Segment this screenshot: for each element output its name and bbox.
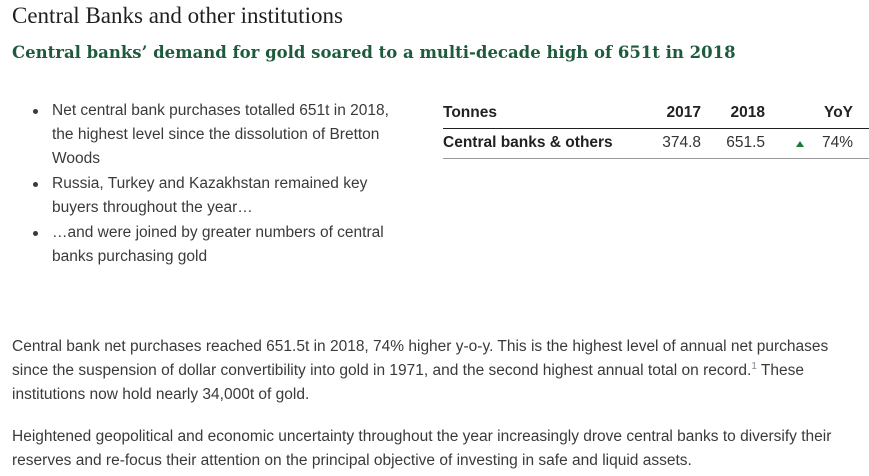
key-point: Russia, Turkey and Kazakhstan remained k… xyxy=(18,172,413,220)
up-arrow-icon xyxy=(796,141,804,147)
key-point: …and were joined by greater numbers of c… xyxy=(18,221,413,269)
header-tonnes: Tonnes xyxy=(443,104,497,121)
value-2017: 374.8 xyxy=(662,134,701,151)
paragraph-uncertainty: Heightened geopolitical and economic unc… xyxy=(12,428,832,469)
table-header-row: Tonnes 2017 2018 YoY xyxy=(443,99,869,129)
value-2018: 651.5 xyxy=(726,134,765,151)
bullet-icon xyxy=(33,109,38,114)
header-yoy: YoY xyxy=(824,104,853,121)
key-point-text: …and were joined by greater numbers of c… xyxy=(52,224,384,265)
key-point-text: Net central bank purchases totalled 651t… xyxy=(52,102,389,167)
key-point-text: Russia, Turkey and Kazakhstan remained k… xyxy=(52,175,368,216)
tonnes-table: Tonnes 2017 2018 YoY Central banks & oth… xyxy=(443,99,869,159)
value-yoy: 74% xyxy=(821,134,853,151)
bullet-icon xyxy=(33,231,38,236)
paragraph-purchases: Central bank net purchases reached 651.5… xyxy=(12,335,862,407)
key-point: Net central bank purchases totalled 651t… xyxy=(18,99,413,171)
headline: Central banks’ demand for gold soared to… xyxy=(12,43,736,62)
paragraph-purchases-text: Central bank net purchases reached 651.5… xyxy=(12,338,829,379)
footnote-marker[interactable]: 1 xyxy=(751,361,757,372)
row-label: Central banks & others xyxy=(443,134,613,151)
paragraph-purchases-tail: These institutions now hold nearly 34,00… xyxy=(12,362,804,403)
key-points-list: Net central bank purchases totalled 651t… xyxy=(18,99,413,270)
section-title: Central Banks and other institutions xyxy=(12,3,343,28)
bullet-icon xyxy=(33,182,38,187)
header-2017: 2017 xyxy=(666,104,701,121)
table-row: Central banks & others 374.8 651.5 74% xyxy=(443,129,869,159)
header-2018: 2018 xyxy=(730,104,765,121)
